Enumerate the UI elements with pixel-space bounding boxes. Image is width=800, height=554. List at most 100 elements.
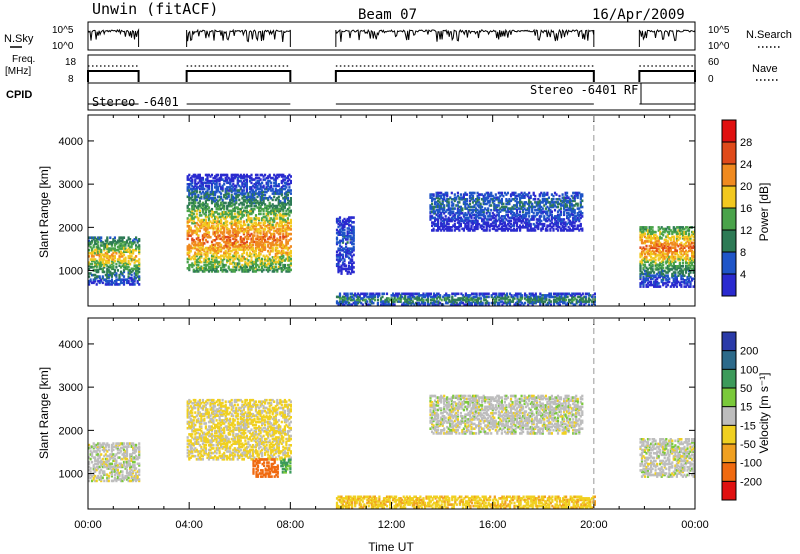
heatmap-cell: [101, 267, 104, 271]
heatmap-cell: [277, 201, 280, 205]
heatmap-cell: [571, 301, 574, 305]
heatmap-cell: [527, 297, 530, 300]
heatmap-cell: [271, 237, 274, 241]
heatmap-cell: [573, 204, 576, 207]
heatmap-cell: [349, 216, 352, 219]
heatmap-cell: [188, 243, 191, 247]
heatmap-cell: [346, 217, 349, 221]
heatmap-cell: [268, 211, 271, 214]
heatmap-cell: [274, 192, 277, 195]
heatmap-cell: [209, 190, 212, 194]
heatmap-cell: [581, 297, 584, 300]
heatmap-cell: [345, 238, 348, 241]
heatmap-cell: [224, 217, 227, 220]
heatmap-cell: [232, 259, 235, 262]
heatmap-cell: [352, 249, 355, 252]
heatmap-cell: [191, 231, 194, 234]
heatmap-cell: [490, 198, 493, 201]
heatmap-cell: [449, 219, 452, 223]
heatmap-cell: [572, 207, 575, 210]
heatmap-cell: [214, 211, 217, 214]
heatmap-cell: [390, 297, 393, 300]
heatmap-cell: [104, 278, 107, 281]
heatmap-cell: [285, 197, 288, 200]
heatmap-cell: [572, 221, 575, 224]
heatmap-cell: [358, 298, 361, 302]
heatmap-cell: [194, 181, 197, 185]
heatmap-cell: [434, 205, 437, 209]
heatmap-cell: [280, 253, 283, 256]
heatmap-cell: [230, 268, 233, 272]
heatmap-cell: [250, 245, 253, 248]
heatmap-cell: [129, 256, 132, 260]
heatmap-cell: [115, 248, 118, 252]
heatmap-cell: [268, 220, 271, 223]
heatmap-cell: [280, 173, 283, 177]
heatmap-cell: [429, 298, 433, 302]
heatmap-cell: [271, 242, 274, 245]
heatmap-cell: [218, 212, 221, 216]
heatmap-cell: [233, 240, 236, 244]
heatmap-cell: [447, 212, 450, 215]
heatmap-cell: [579, 196, 582, 199]
heatmap-cell: [352, 245, 355, 249]
heatmap-cell: [514, 221, 517, 224]
heatmap-cell: [475, 292, 478, 296]
heatmap-cell: [221, 214, 224, 217]
heatmap-cell: [221, 239, 224, 242]
heatmap-cell: [264, 173, 267, 177]
heatmap-cell: [271, 246, 274, 250]
heatmap-cell: [91, 236, 94, 239]
heatmap-cell: [239, 257, 242, 261]
heatmap-cell: [476, 222, 479, 226]
heatmap-cell: [116, 258, 119, 261]
heatmap-cell: [451, 298, 454, 302]
heatmap-cell: [519, 213, 522, 217]
heatmap-cell: [188, 183, 191, 186]
heatmap-cell: [491, 199, 494, 203]
heatmap-cell: [490, 224, 493, 227]
heatmap-cell: [254, 265, 258, 269]
heatmap-cell: [562, 301, 565, 305]
heatmap-cell: [370, 292, 373, 296]
heatmap-cell: [467, 294, 471, 297]
heatmap-cell: [558, 226, 561, 229]
heatmap-cell: [214, 203, 217, 206]
heatmap-cell: [563, 207, 566, 210]
heatmap-cell: [226, 207, 229, 211]
heatmap-cell: [113, 273, 116, 277]
heatmap-cell: [226, 181, 229, 185]
heatmap-cell: [579, 194, 582, 198]
heatmap-cell: [97, 247, 100, 250]
heatmap-cell: [268, 268, 271, 272]
heatmap-cell: [223, 217, 226, 220]
heatmap-cell: [490, 222, 493, 226]
heatmap-cell: [396, 300, 399, 303]
heatmap-cell: [127, 275, 130, 278]
heatmap-cell: [197, 235, 200, 239]
heatmap-cell: [279, 209, 282, 213]
heatmap-cell: [103, 245, 106, 249]
heatmap-cell: [435, 218, 438, 221]
heatmap-cell: [384, 303, 387, 306]
heatmap-cell: [277, 175, 280, 178]
heatmap-cell: [349, 252, 352, 255]
heatmap-cell: [253, 270, 256, 273]
heatmap-cell: [232, 260, 235, 264]
heatmap-cell: [113, 236, 116, 239]
heatmap-cell: [523, 202, 526, 206]
heatmap-cell: [345, 300, 348, 303]
heatmap-cell: [241, 253, 244, 256]
heatmap-cell: [508, 198, 511, 201]
heatmap-cell: [531, 204, 534, 207]
heatmap-cell: [198, 204, 201, 208]
heatmap-cell: [566, 191, 569, 195]
heatmap-cell: [453, 199, 456, 203]
heatmap-cell: [482, 218, 485, 221]
heatmap-cell: [220, 187, 223, 191]
heatmap-cell: [345, 269, 348, 272]
heatmap-cell: [521, 297, 524, 300]
heatmap-cell: [194, 256, 197, 259]
heatmap-cell: [91, 258, 94, 261]
heatmap-cell: [286, 218, 289, 222]
